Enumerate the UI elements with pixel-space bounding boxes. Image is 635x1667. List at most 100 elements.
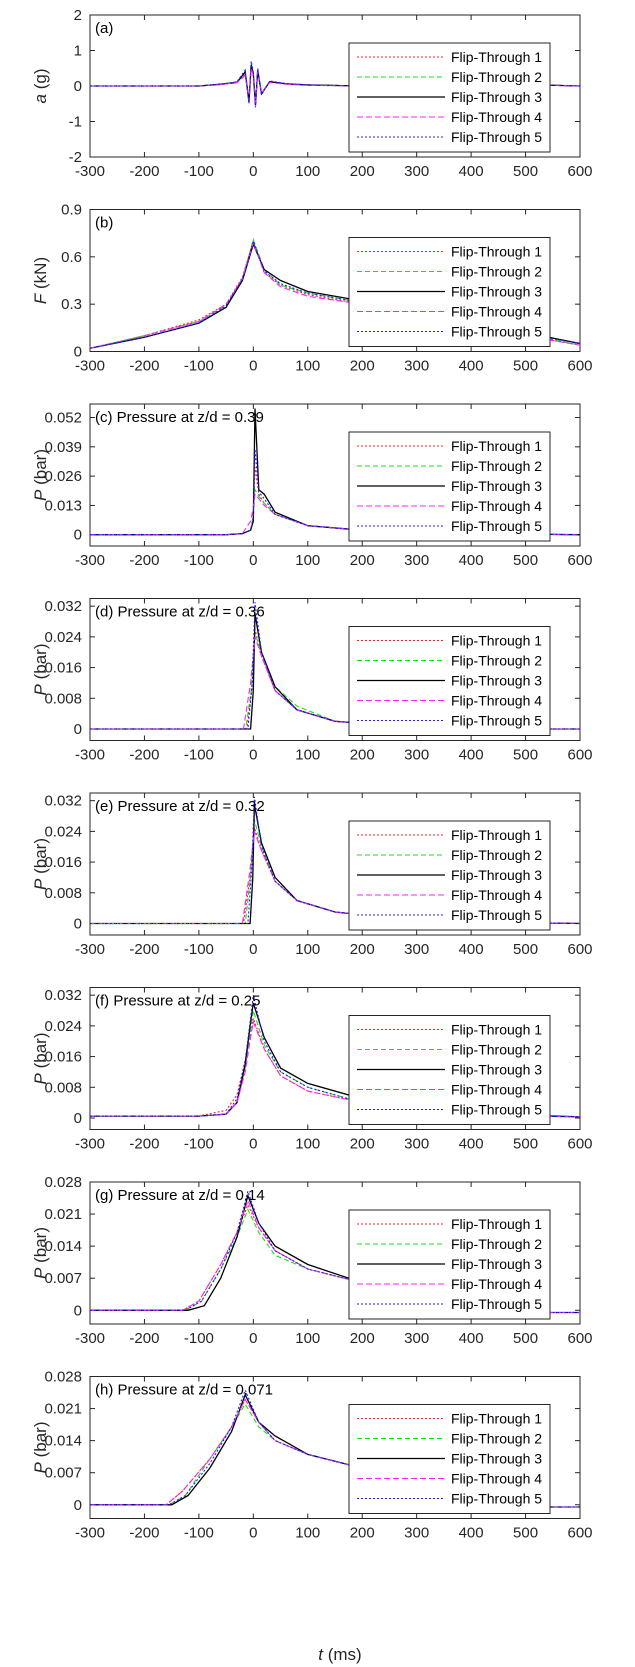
x-tick-label: 600 xyxy=(567,941,592,958)
y-tick-label: 0.3 xyxy=(61,296,82,313)
legend-label: Flip-Through 3 xyxy=(451,1256,542,1272)
panel-label: (e) Pressure at z/d = 0.32 xyxy=(95,798,265,815)
y-tick-label: 0 xyxy=(74,1497,82,1514)
x-tick-label: -200 xyxy=(129,552,159,569)
y-axis-label: P (bar) xyxy=(31,1422,50,1474)
x-tick-label: 200 xyxy=(350,358,375,375)
legend-label: Flip-Through 5 xyxy=(451,129,542,145)
x-tick-label: 400 xyxy=(459,1330,484,1347)
y-tick-label: 0.026 xyxy=(44,468,82,485)
legend-label: Flip-Through 1 xyxy=(451,633,542,649)
x-tick-label: 300 xyxy=(404,1525,429,1542)
x-tick-label: 300 xyxy=(404,941,429,958)
legend-label: Flip-Through 2 xyxy=(451,1431,542,1447)
x-tick-label: 400 xyxy=(459,1136,484,1153)
y-tick-label: 0.6 xyxy=(61,249,82,266)
y-tick-label: 2 xyxy=(74,7,82,24)
x-tick-label: 600 xyxy=(567,163,592,180)
series-line xyxy=(90,1189,580,1314)
panel-label: (c) Pressure at z/d = 0.39 xyxy=(95,409,264,426)
legend-label: Flip-Through 3 xyxy=(451,673,542,689)
x-tick-label: 100 xyxy=(295,941,320,958)
legend-label: Flip-Through 1 xyxy=(451,1022,542,1038)
x-tick-label: -200 xyxy=(129,1525,159,1542)
x-tick-label: -300 xyxy=(75,1136,105,1153)
chart-panel: -300 -200 -100 0 100 200 300 400 500 600 0 0.007 0.0… xyxy=(31,1174,593,1347)
y-tick-label: 0 xyxy=(74,78,82,95)
y-tick-label: 0.013 xyxy=(44,497,82,514)
x-tick-label: 400 xyxy=(459,1525,484,1542)
x-tick-label: 0 xyxy=(249,163,257,180)
panel-label: (f) Pressure at z/d = 0.25 xyxy=(95,993,261,1010)
y-tick-label: 0.007 xyxy=(44,1270,82,1287)
x-tick-label: 300 xyxy=(404,552,429,569)
y-tick-label: 0.039 xyxy=(44,439,82,456)
legend-label: Flip-Through 1 xyxy=(451,827,542,843)
y-tick-label: 0.007 xyxy=(44,1465,82,1482)
x-tick-label: -300 xyxy=(75,747,105,764)
panel-label: (h) Pressure at z/d = 0.071 xyxy=(95,1382,273,1399)
y-axis-var: P xyxy=(31,683,50,695)
y-axis-var: F xyxy=(31,292,50,304)
x-tick-label: 100 xyxy=(295,1330,320,1347)
y-tick-label: 0.008 xyxy=(44,1079,82,1096)
y-axis-unit: (bar) xyxy=(31,838,50,879)
y-tick-label: 0.032 xyxy=(44,598,82,615)
x-tick-label: 600 xyxy=(567,552,592,569)
x-tick-label: 100 xyxy=(295,552,320,569)
x-tick-label: 300 xyxy=(404,1136,429,1153)
x-tick-label: 300 xyxy=(404,163,429,180)
y-tick-label: 0.021 xyxy=(44,1206,82,1223)
x-tick-label: 0 xyxy=(249,1525,257,1542)
legend-label: Flip-Through 1 xyxy=(451,1216,542,1232)
legend-label: Flip-Through 5 xyxy=(451,713,542,729)
x-tick-label: 600 xyxy=(567,747,592,764)
series-line xyxy=(90,1398,580,1508)
y-tick-label: 0.052 xyxy=(44,410,82,427)
legend-label: Flip-Through 1 xyxy=(451,1411,542,1427)
y-axis-label: P (bar) xyxy=(31,1227,50,1279)
chart-panel: -300 -200 -100 0 100 200 300 400 500 600 0 0.007 0.0… xyxy=(31,1369,593,1542)
y-tick-label: 0.032 xyxy=(44,987,82,1004)
x-tick-label: 400 xyxy=(459,941,484,958)
y-axis-label: F (kN) xyxy=(31,257,50,304)
x-tick-label: -200 xyxy=(129,747,159,764)
x-tick-label: 200 xyxy=(350,941,375,958)
chart-panel: -300 -200 -100 0 100 200 300 400 500 600 0 0.008 0.0… xyxy=(31,792,593,958)
y-tick-label: 0 xyxy=(74,344,82,361)
y-axis-unit: (bar) xyxy=(31,449,50,490)
y-axis-label: P (bar) xyxy=(31,1033,50,1085)
y-tick-label: 0.024 xyxy=(44,1018,82,1035)
legend-label: Flip-Through 4 xyxy=(451,304,542,320)
chart-panel: -300 -200 -100 0 100 200 300 400 500 600 0 0.013 0.0… xyxy=(31,403,593,569)
x-tick-label: 400 xyxy=(459,747,484,764)
x-tick-label: -200 xyxy=(129,163,159,180)
y-tick-label: 0.024 xyxy=(44,823,82,840)
y-tick-label: 0.9 xyxy=(61,202,82,219)
x-tick-label: -300 xyxy=(75,358,105,375)
y-axis-var: P xyxy=(31,1461,50,1473)
x-tick-label: -200 xyxy=(129,1136,159,1153)
y-axis-unit: (g) xyxy=(31,69,50,95)
x-tick-label: 100 xyxy=(295,163,320,180)
x-tick-label: -300 xyxy=(75,1330,105,1347)
series-line xyxy=(90,796,580,925)
x-tick-label: 400 xyxy=(459,552,484,569)
y-axis-unit: (bar) xyxy=(31,1227,50,1268)
legend-label: Flip-Through 2 xyxy=(451,69,542,85)
legend-label: Flip-Through 3 xyxy=(451,867,542,883)
x-tick-label: -300 xyxy=(75,163,105,180)
x-tick-label: -300 xyxy=(75,1525,105,1542)
x-tick-label: -100 xyxy=(184,358,214,375)
y-axis-unit: (bar) xyxy=(31,1033,50,1074)
panel-label: (d) Pressure at z/d = 0.36 xyxy=(95,604,265,621)
legend-label: Flip-Through 3 xyxy=(451,89,542,105)
x-tick-label: 300 xyxy=(404,358,429,375)
y-tick-label: 0.016 xyxy=(44,660,82,677)
x-tick-label: 500 xyxy=(513,1330,538,1347)
x-tick-label: 500 xyxy=(513,941,538,958)
y-tick-label: 0 xyxy=(74,721,82,738)
x-tick-label: 0 xyxy=(249,747,257,764)
y-tick-label: 0.014 xyxy=(44,1433,82,1450)
x-tick-label: 0 xyxy=(249,552,257,569)
